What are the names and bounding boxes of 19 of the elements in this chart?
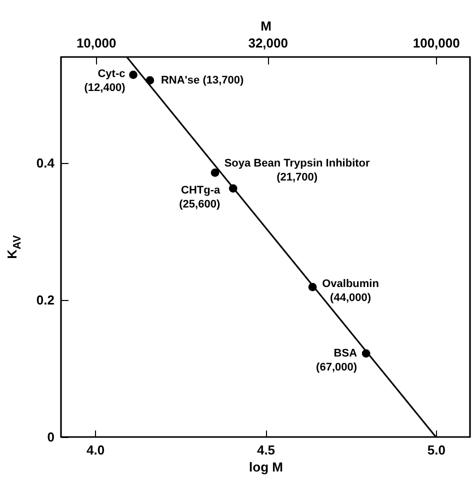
point <box>129 70 138 79</box>
x2-tick-label: 10,000 <box>76 36 116 50</box>
y-tick-label: 0 <box>47 430 54 444</box>
annotation: RNA'se (13,700) <box>160 74 244 86</box>
y-tick-label: 0.4 <box>36 156 56 171</box>
annotation: Soya Bean Trypsin Inhibitor (21,700) <box>224 158 371 184</box>
point <box>210 168 220 177</box>
x-tick-label: 4.5 <box>256 442 276 458</box>
x2-axis-title: M <box>260 18 272 34</box>
x-tick-label: 4.0 <box>86 442 105 458</box>
x2-tick-label: 100,000 <box>412 36 460 50</box>
x-axis-title: log M <box>249 460 283 474</box>
annotation: Cyt-c (12,400) <box>84 68 126 94</box>
annotation: Ovalbumin (44,000) <box>322 278 380 304</box>
x2-tick-label: 32,000 <box>248 36 288 50</box>
x-tick-label: 5.0 <box>427 442 446 458</box>
annotation: BSA (67,000) <box>316 347 358 374</box>
y-tick-label: 0.2 <box>36 292 54 308</box>
annotation: CHTg-a (25,600) <box>179 184 221 210</box>
